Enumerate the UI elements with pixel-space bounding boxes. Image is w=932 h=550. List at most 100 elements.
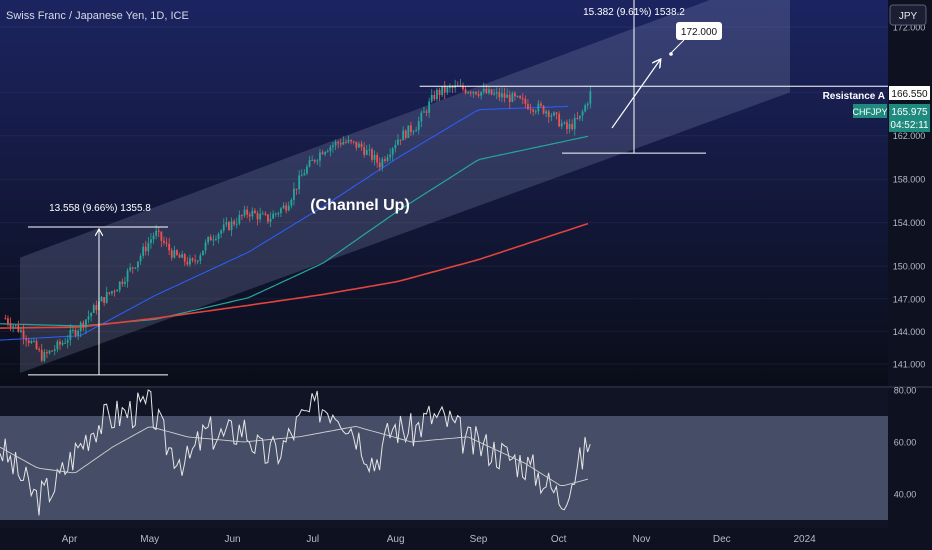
candle-body — [277, 213, 280, 215]
candle-body — [225, 222, 228, 225]
candle-body — [347, 139, 350, 143]
channel-label: (Channel Up) — [310, 197, 410, 214]
candle-body — [12, 325, 15, 328]
candle-body — [352, 141, 355, 143]
candle-body — [550, 115, 553, 117]
candle-body — [295, 188, 298, 190]
candle-body — [173, 250, 176, 258]
candle-body — [521, 98, 524, 100]
candle-body — [142, 246, 145, 256]
candle-body — [373, 154, 376, 160]
resistance-price-tag: 166.550 — [889, 86, 930, 100]
candle-body — [272, 213, 275, 219]
candle-body — [103, 297, 106, 303]
candle-body — [92, 305, 95, 313]
candle-body — [407, 125, 410, 138]
candle-body — [472, 91, 475, 94]
candle-body — [150, 239, 152, 243]
candle-body — [303, 173, 306, 176]
candle-body — [446, 87, 449, 93]
candle-body — [17, 325, 20, 332]
candle-body — [124, 281, 126, 284]
candle-body — [199, 255, 202, 261]
rsi-signal-line — [0, 426, 589, 486]
candle-body — [116, 290, 119, 292]
candle-body — [462, 85, 464, 90]
candle-body — [579, 115, 581, 119]
time-tick-label: May — [140, 534, 159, 545]
candle-body — [537, 103, 540, 112]
currency-button-label: JPY — [899, 11, 918, 22]
candle-body — [95, 305, 98, 311]
target-callout-anchor — [669, 52, 673, 56]
candle-body — [553, 112, 555, 116]
price-tick-label: 150.000 — [893, 262, 926, 272]
moving-averages — [0, 105, 589, 341]
candle-body — [30, 341, 33, 343]
time-tick-label: 2024 — [793, 534, 816, 545]
candle-body — [334, 141, 337, 146]
axes: 172.000166.000162.000158.000154.000150.0… — [62, 23, 926, 546]
candle-body — [121, 281, 124, 284]
price-tick-label: 154.000 — [893, 218, 926, 228]
candle-body — [129, 267, 132, 271]
candle-body — [40, 349, 43, 361]
drawings — [28, 0, 888, 376]
target-callout-value: 172.000 — [681, 27, 718, 38]
candle-body — [48, 350, 51, 354]
candle-body — [298, 175, 301, 190]
candle-body — [368, 149, 371, 151]
candle-body — [482, 88, 485, 92]
candle-body — [33, 340, 35, 342]
candle-body — [488, 89, 490, 94]
candle-body — [287, 205, 290, 211]
candle-body — [131, 267, 134, 269]
time-axis-background[interactable] — [0, 528, 932, 550]
candle-body — [430, 94, 433, 102]
rsi-tick-label: 80.00 — [894, 386, 917, 396]
candle-body — [87, 316, 90, 320]
candle-body — [183, 254, 186, 262]
candle-body — [300, 175, 303, 177]
candle-body — [108, 292, 111, 294]
candle-body — [118, 281, 121, 291]
candle-body — [246, 209, 249, 215]
candle-body — [56, 341, 59, 350]
rsi-tick-label: 60.00 — [894, 438, 917, 448]
candle-body — [69, 330, 72, 341]
candle-body — [412, 131, 415, 133]
candle-body — [371, 149, 373, 160]
candle-body — [64, 342, 67, 344]
candle-body — [464, 89, 467, 93]
ma-line-ma50 — [0, 105, 569, 341]
candle-body — [243, 209, 246, 216]
candle-body — [534, 111, 537, 113]
candle-body — [477, 94, 480, 96]
candle-body — [215, 238, 217, 240]
candle-body — [495, 92, 498, 94]
candle-body — [498, 92, 501, 98]
price-tick-label: 141.000 — [893, 360, 926, 370]
candle-body — [441, 86, 444, 95]
candle-body — [82, 322, 85, 328]
target-callout[interactable]: 172.000 — [676, 22, 722, 40]
candle-body — [181, 254, 184, 258]
candle-body — [490, 89, 493, 95]
candle-body — [384, 159, 386, 161]
candle-body — [241, 215, 243, 217]
candle-body — [77, 330, 80, 336]
currency-button[interactable]: JPY — [889, 4, 927, 26]
candle-body — [212, 239, 215, 241]
candle-body — [311, 159, 314, 161]
candle-body — [25, 338, 28, 341]
price-tick-label: 158.000 — [893, 175, 926, 185]
candle-body — [428, 101, 431, 113]
candle-body — [469, 92, 472, 94]
target-callout-pointer — [670, 39, 685, 54]
candle-body — [332, 145, 334, 147]
candle-body — [568, 124, 571, 129]
candle-body — [235, 223, 238, 225]
candle-body — [493, 93, 496, 95]
candle-body — [532, 109, 535, 112]
